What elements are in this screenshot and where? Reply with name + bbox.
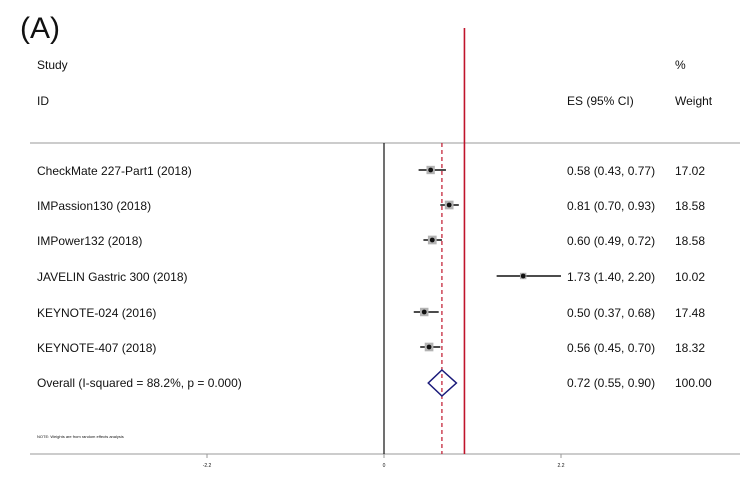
study-label: KEYNOTE-024 (2016) <box>37 306 157 320</box>
overall-es-ci: 0.72 (0.55, 0.90) <box>567 376 656 390</box>
panel-label: (A) <box>20 12 60 45</box>
id-column-header: ID <box>37 94 49 108</box>
es-column-header: ES (95% CI) <box>567 94 634 108</box>
weights-note: NOTE: Weights are from random effects an… <box>37 434 124 439</box>
study-weight: 17.02 <box>675 164 706 178</box>
overall-diamond <box>427 368 458 398</box>
percent-column-header: % <box>675 58 686 72</box>
x-tick-label: -2.2 <box>202 463 212 469</box>
study-point <box>520 273 526 279</box>
x-tick-label: 0 <box>382 463 386 469</box>
study-weight: 18.58 <box>675 234 706 248</box>
study-label: KEYNOTE-407 (2018) <box>37 341 157 355</box>
study-point <box>429 237 435 243</box>
x-tick-label: 2.2 <box>557 463 565 469</box>
study-weight: 17.48 <box>675 306 706 320</box>
overall-weight: 100.00 <box>675 376 712 390</box>
study-es-ci: 1.73 (1.40, 2.20) <box>567 270 656 284</box>
study-label: IMPower132 (2018) <box>37 234 143 248</box>
study-point <box>421 309 427 315</box>
study-es-ci: 0.50 (0.37, 0.68) <box>567 306 656 320</box>
study-point <box>446 202 452 208</box>
study-weight: 18.58 <box>675 199 706 213</box>
study-es-ci: 0.81 (0.70, 0.93) <box>567 199 656 213</box>
study-point <box>426 344 432 350</box>
weight-column-header: Weight <box>675 94 713 108</box>
study-es-ci: 0.56 (0.45, 0.70) <box>567 341 656 355</box>
study-weight: 18.32 <box>675 341 706 355</box>
study-column-header: Study <box>37 58 68 72</box>
study-point <box>428 167 434 173</box>
study-weight: 10.02 <box>675 270 706 284</box>
overall-label: Overall (I-squared = 88.2%, p = 0.000) <box>37 376 242 390</box>
study-label: JAVELIN Gastric 300 (2018) <box>37 270 188 284</box>
study-label: CheckMate 227-Part1 (2018) <box>37 164 192 178</box>
study-es-ci: 0.60 (0.49, 0.72) <box>567 234 656 248</box>
study-es-ci: 0.58 (0.43, 0.77) <box>567 164 656 178</box>
study-label: IMPassion130 (2018) <box>37 199 152 213</box>
